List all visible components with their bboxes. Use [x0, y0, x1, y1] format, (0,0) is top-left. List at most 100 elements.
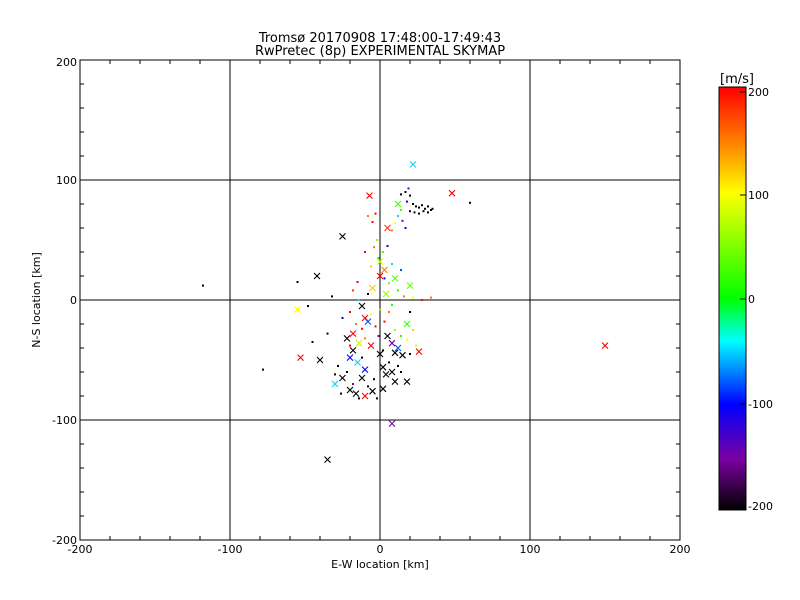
data-point-cross: [349, 347, 357, 354]
data-point-dot: [376, 239, 378, 241]
data-point-dot: [355, 323, 357, 325]
colorbar-label: [m/s]: [720, 72, 754, 87]
data-point-cross: [366, 192, 373, 199]
data-point-dot: [409, 194, 411, 197]
data-point-dot: [430, 296, 432, 299]
data-point-dot: [424, 207, 426, 210]
data-point-dot: [469, 201, 471, 204]
data-point-dot: [341, 317, 344, 319]
data-point-cross: [376, 350, 384, 358]
data-point-cross: [394, 200, 402, 208]
data-point-dot: [346, 371, 348, 373]
data-point-cross: [352, 390, 360, 397]
data-point-dot: [388, 282, 390, 285]
data-point-dot: [400, 193, 402, 196]
data-point-dot: [367, 385, 369, 388]
data-point-dot: [412, 329, 414, 331]
data-point-cross: [349, 330, 357, 337]
data-point-dot: [331, 295, 333, 298]
data-point-dot: [421, 299, 423, 301]
data-point-dot: [352, 289, 354, 292]
data-point-dot: [379, 308, 381, 311]
data-point-dot: [415, 205, 417, 208]
y-axis-label: N-S location [km]: [30, 252, 43, 348]
data-point-dot: [406, 200, 408, 203]
data-point-dot: [418, 206, 420, 209]
data-point-cross: [391, 349, 399, 357]
colorbar-tick-label: 0: [748, 293, 755, 306]
data-point-dot: [403, 295, 405, 298]
data-point-dot: [377, 335, 380, 337]
data-point-dot: [391, 303, 393, 306]
data-point-cross: [354, 359, 361, 366]
data-point-dot: [382, 349, 384, 352]
colorbar-tick-label: 100: [748, 189, 769, 202]
data-point-cross: [376, 258, 384, 265]
data-point-dot: [367, 215, 369, 217]
data-point-dot: [370, 313, 372, 316]
data-point-dot: [391, 229, 393, 232]
data-point-dot: [356, 281, 359, 283]
data-point-dot: [415, 344, 417, 347]
data-point-dot: [394, 222, 396, 225]
data-point-cross: [388, 339, 396, 347]
data-point-dot: [400, 371, 402, 373]
data-point-dot: [418, 212, 420, 215]
data-point-dot: [382, 251, 384, 253]
data-point-dot: [352, 383, 354, 385]
data-point-dot: [367, 293, 369, 295]
data-point-dot: [361, 356, 363, 359]
data-point-cross: [406, 282, 414, 289]
data-point-dot: [397, 365, 399, 367]
data-point-dot: [427, 205, 429, 208]
data-point-dot: [349, 311, 351, 313]
y-tick-label: -200: [52, 534, 77, 547]
y-tick-label: -100: [52, 414, 77, 427]
data-point-cross: [297, 354, 304, 361]
data-point-cross: [448, 189, 456, 197]
data-point-cross: [364, 318, 372, 325]
data-point-dot: [374, 212, 377, 215]
data-point-dot: [404, 191, 407, 193]
data-point-cross: [361, 366, 369, 373]
data-point-cross: [346, 354, 354, 361]
data-point-dot: [358, 397, 360, 400]
data-point-dot: [361, 327, 363, 330]
data-point-dot: [400, 335, 402, 337]
data-point-dot: [364, 251, 366, 253]
data-point-cross: [339, 374, 346, 382]
data-point-cross: [339, 233, 346, 240]
data-point-cross: [409, 161, 417, 168]
data-point-dot: [427, 211, 429, 214]
data-point-dot: [391, 263, 393, 265]
data-point-cross: [361, 392, 369, 400]
data-point-dot: [404, 227, 407, 229]
data-point-cross: [382, 290, 390, 298]
data-point-cross: [403, 320, 411, 328]
data-markers: [202, 161, 609, 463]
data-point-cross: [601, 342, 609, 349]
data-point-cross: [384, 332, 391, 340]
data-point-cross: [388, 368, 396, 376]
data-point-dot: [349, 344, 351, 347]
data-point-dot: [388, 361, 390, 364]
data-point-dot: [394, 329, 396, 331]
data-point-dot: [326, 332, 329, 335]
data-point-cross: [331, 380, 339, 388]
data-point-dot: [412, 203, 414, 205]
data-point-dot: [409, 210, 411, 213]
data-point-dot: [334, 373, 336, 376]
data-point-dot: [430, 209, 432, 211]
data-point-cross: [369, 284, 376, 292]
data-point-dot: [409, 311, 411, 313]
data-point-cross: [313, 272, 321, 280]
data-point-cross: [376, 272, 384, 280]
chart-subtitle: RwPretec (8p) EXPERIMENTAL SKYMAP: [255, 44, 505, 59]
data-point-dot: [370, 265, 372, 268]
data-point-cross: [294, 306, 301, 313]
data-point-dot: [397, 215, 399, 217]
x-tick-label: 0: [377, 543, 384, 556]
data-point-dot: [431, 207, 434, 210]
data-point-dot: [422, 210, 425, 213]
